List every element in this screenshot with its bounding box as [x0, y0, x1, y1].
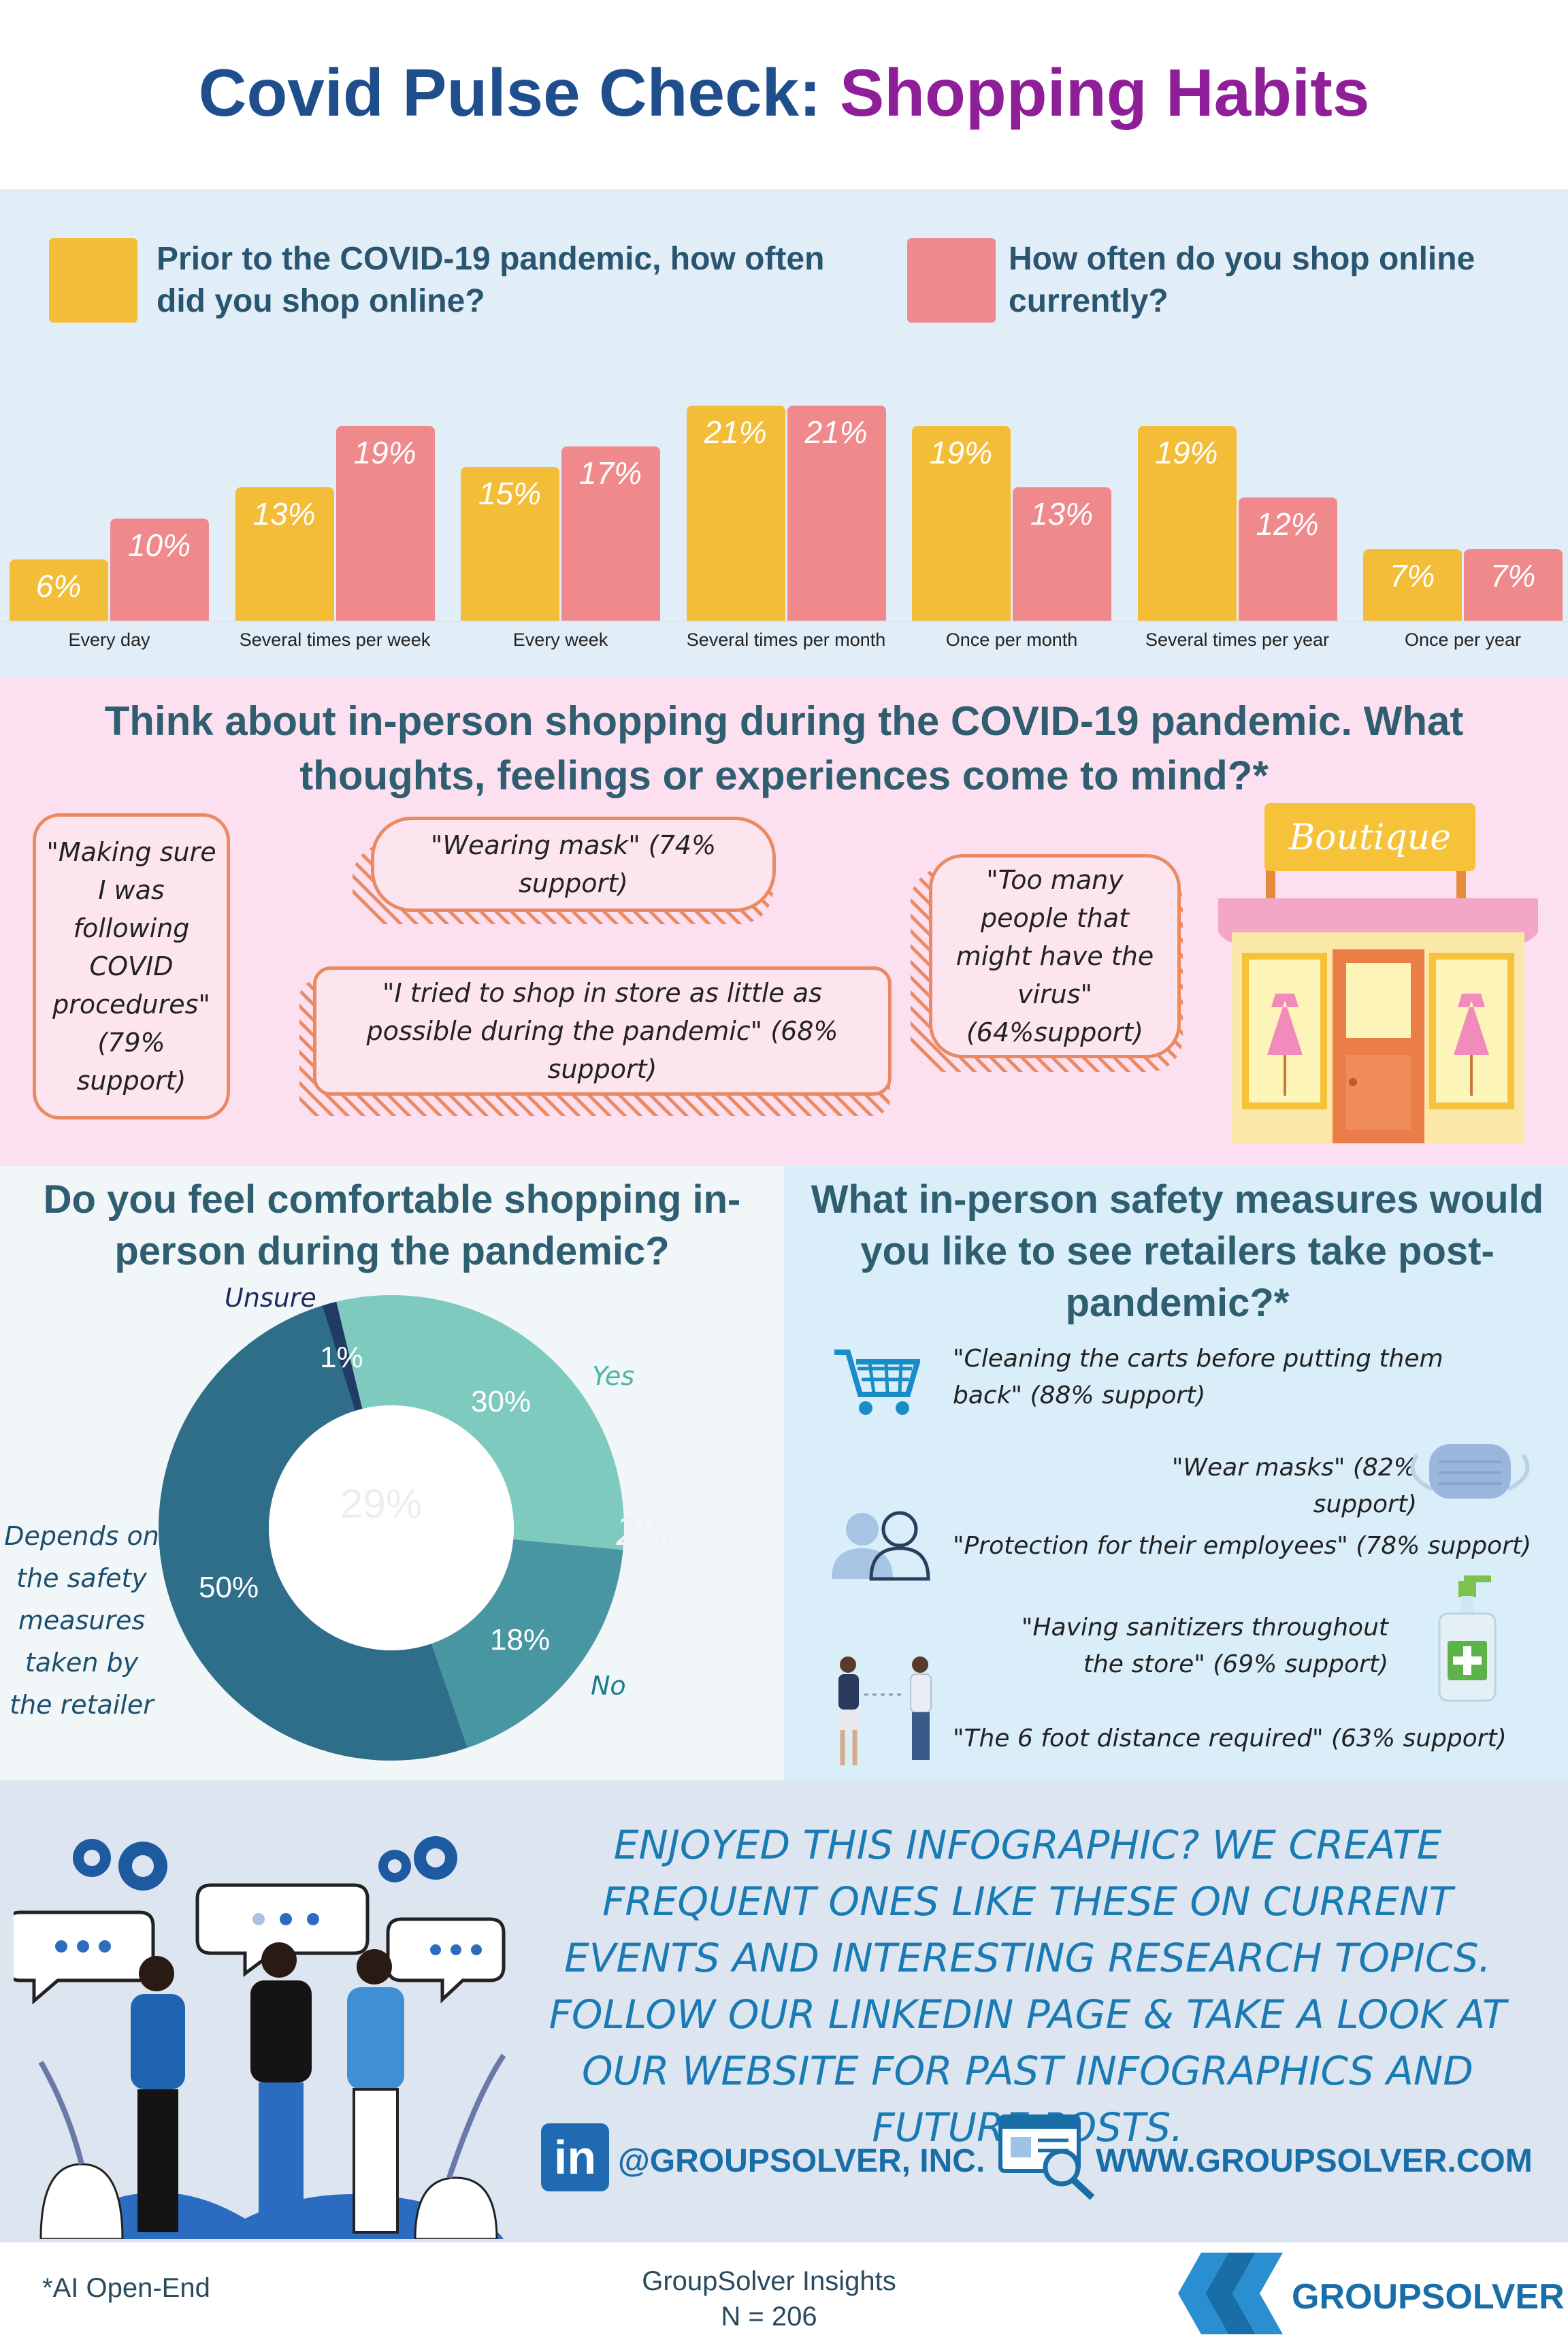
bar-prior-3	[686, 405, 785, 621]
page-title: Covid Pulse Check: Shopping Habits	[0, 54, 1568, 131]
bar-prior-6	[1363, 549, 1462, 621]
quote-little-text: "I tried to shop in store as little as p…	[366, 978, 838, 1084]
groupsolver-logo-text: GROUPSOLVER	[1292, 2277, 1565, 2317]
footnote-ai-open-end: *AI Open-End	[42, 2273, 210, 2303]
label-depends: Depends on the safety measures taken by …	[4, 1521, 159, 1720]
category-label-5: Several times per year	[1145, 630, 1330, 650]
quote-bubble-mask: "Wearing mask" (74% support)	[371, 817, 776, 912]
dress-left	[1267, 994, 1303, 1055]
quote-procedures-text: "Making sure I was following COVID proce…	[46, 837, 216, 1096]
donut-label-unsure-pct: 1%	[320, 1341, 363, 1374]
thoughts-question: Think about in-person shopping during th…	[104, 698, 1464, 798]
label-unsure: Unsure	[225, 1283, 316, 1313]
website-search-icon[interactable]	[997, 2113, 1099, 2202]
measure-masks: "Wear masks" (82% support)	[1171, 1454, 1417, 1518]
category-label-0: Every day	[68, 630, 150, 650]
distance-icon	[838, 1656, 932, 1765]
bar-current-5	[1238, 497, 1337, 621]
chart-baseline	[0, 621, 1568, 623]
title-part2: Shopping Habits	[839, 55, 1370, 130]
category-label-6: Once per year	[1404, 630, 1522, 650]
bar-current-label-3: 21%	[804, 414, 868, 450]
bar-current-4	[1013, 487, 1111, 621]
bar-prior-label-3: 21%	[704, 414, 767, 450]
footer-sample-size: N = 206	[721, 2302, 817, 2332]
bar-current-label-2: 17%	[578, 455, 642, 491]
quote-bubble-procedures: "Making sure I was following COVID proce…	[33, 813, 230, 1120]
donut-label-yes-pct: 30%	[471, 1385, 532, 1418]
bar-current-0	[110, 518, 209, 621]
measures-question: What in-person safety measures would you…	[811, 1177, 1544, 1325]
bar-current-2	[561, 446, 660, 621]
legend-swatch-current	[907, 238, 996, 323]
comfort-question: Do you feel comfortable shopping in-pers…	[43, 1177, 741, 1273]
bar-prior-label-2: 15%	[478, 476, 542, 512]
cta-text: ENJOYED THIS INFOGRAPHIC? WE CREATE FREQ…	[549, 1822, 1507, 2151]
bar-current-1	[336, 426, 435, 621]
bar-prior-4	[912, 426, 1011, 621]
bar-prior-label-0: 6%	[35, 568, 82, 604]
bar-current-label-1: 19%	[353, 435, 416, 471]
bar-current-6	[1464, 549, 1563, 621]
website-link[interactable]: WWW.GROUPSOLVER.COM	[1096, 2143, 1533, 2179]
bar-current-label-4: 13%	[1030, 496, 1094, 532]
bar-prior-label-4: 19%	[929, 435, 993, 471]
sanitizer-icon	[1438, 1575, 1497, 1702]
shopping-cart-icon	[834, 1350, 920, 1415]
legend-current-label: How often do you shop online currently?	[1009, 241, 1475, 319]
donut-label-depends-pct: 50%	[199, 1571, 259, 1604]
bar-current-label-6: 7%	[1490, 557, 1536, 593]
category-label-2: Every week	[512, 630, 608, 650]
donut-faint-center: 29%	[340, 1481, 422, 1526]
bar-prior-label-5: 19%	[1155, 435, 1218, 471]
legend-prior-label: Prior to the COVID-19 pandemic, how ofte…	[157, 241, 825, 319]
category-label-4: Once per month	[945, 630, 1078, 650]
label-no: No	[591, 1671, 626, 1701]
quote-virus-text: "Too many people that might have the vir…	[956, 865, 1154, 1047]
face-mask-icon	[1410, 1444, 1530, 1499]
category-label-3: Several times per month	[686, 630, 886, 650]
donut-slice-no	[431, 1539, 623, 1748]
measure-carts: "Cleaning the carts before putting them …	[953, 1345, 1443, 1409]
legend-swatch-prior	[49, 238, 137, 323]
boutique-sign	[1264, 803, 1475, 871]
groupsolver-logo-mark	[1178, 2253, 1283, 2334]
category-label-1: Several times per week	[239, 630, 431, 650]
donut-slice-unsure	[322, 1301, 363, 1411]
measure-distance: "The 6 foot distance required" (63% supp…	[953, 1725, 1507, 1752]
speech-bubble-icon	[14, 1883, 506, 2005]
bar-prior-2	[461, 467, 559, 621]
bar-current-label-5: 12%	[1256, 506, 1319, 542]
bar-prior-label-1: 13%	[252, 496, 316, 532]
bar-prior-label-6: 7%	[1389, 557, 1435, 593]
footer-source: GroupSolver Insights	[642, 2266, 896, 2296]
boutique-sign-text: Boutique	[1288, 817, 1451, 858]
bar-current-3	[787, 405, 886, 621]
bar-current-label-0: 10%	[127, 527, 191, 563]
people-discussion-illustration	[14, 1836, 506, 2239]
donut-hole	[269, 1405, 514, 1650]
boutique-illustration: Boutique	[1218, 803, 1538, 1143]
quote-bubble-virus: "Too many people that might have the vir…	[929, 854, 1181, 1058]
linkedin-handle-link[interactable]: @GROUPSOLVER, INC.	[618, 2143, 985, 2179]
measure-employees: "Protection for their employees" (78% su…	[953, 1532, 1532, 1560]
bar-prior-5	[1137, 426, 1237, 621]
measure-sanitizers: "Having sanitizers throughout the store"…	[1021, 1614, 1388, 1678]
bar-prior-0	[10, 559, 108, 621]
dress-right	[1454, 994, 1489, 1055]
donut-label-no-pct: 18%	[490, 1623, 551, 1656]
donut-slice-depends	[158, 1305, 468, 1761]
bar-prior-1	[235, 487, 334, 621]
donut-faint-right: 2%	[616, 1511, 674, 1554]
quote-bubble-little: "I tried to shop in store as little as p…	[313, 966, 892, 1096]
label-yes: Yes	[592, 1361, 635, 1391]
donut-slice-yes	[336, 1295, 624, 1550]
title-part1: Covid Pulse Check:	[198, 55, 821, 130]
comfort-donut-chart: 29%	[158, 1295, 624, 1761]
people-icon	[832, 1511, 930, 1581]
linkedin-icon[interactable]: in	[541, 2123, 609, 2191]
quote-mask-text: "Wearing mask" (74% support)	[430, 830, 717, 898]
